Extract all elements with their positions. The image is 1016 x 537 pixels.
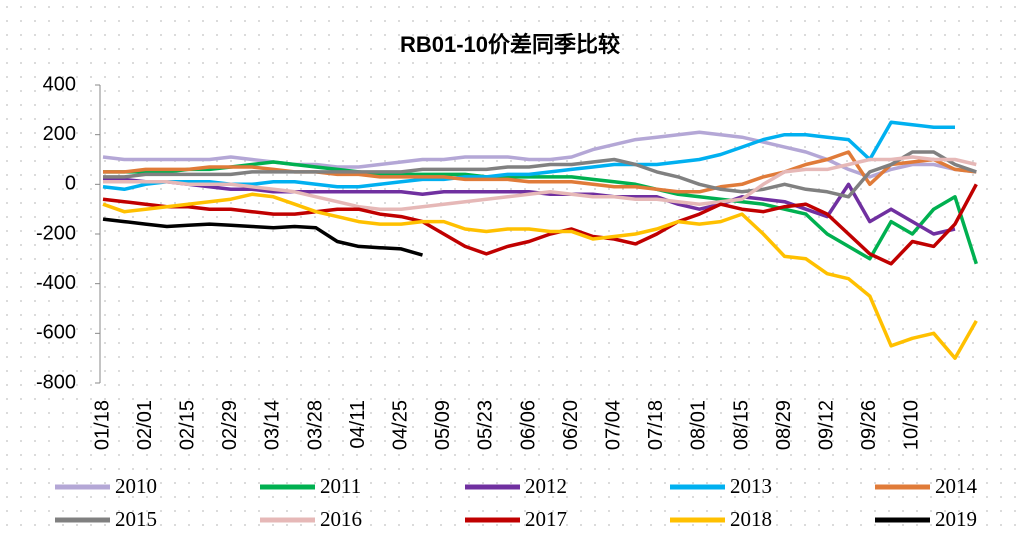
x-tick-label: 05/09 [432, 400, 454, 450]
legend-label: 2017 [525, 507, 567, 531]
x-tick-label: 04/11 [347, 400, 369, 449]
x-tick-label: 03/14 [262, 400, 284, 450]
x-tick-label: 02/29 [219, 400, 241, 450]
y-tick-label: -800 [36, 371, 76, 393]
x-tick-label: 10/10 [901, 400, 923, 450]
x-tick-label: 06/20 [560, 400, 582, 450]
x-tick-label: 09/12 [815, 400, 837, 450]
x-tick-label: 07/18 [645, 400, 667, 450]
series-line [103, 155, 977, 211]
legend-label: 2019 [935, 507, 977, 531]
series-line [102, 217, 423, 257]
series-line [103, 150, 977, 199]
y-tick-label: -200 [36, 222, 76, 244]
x-tick-label: 06/06 [517, 400, 539, 450]
y-tick-label: -600 [36, 322, 76, 344]
x-tick-label: 09/26 [858, 400, 880, 450]
x-tick-label: 05/23 [475, 400, 497, 450]
x-tick-label: 08/29 [773, 400, 795, 450]
y-tick-label: 200 [43, 123, 76, 145]
legend-label: 2010 [115, 474, 157, 498]
series-line [102, 183, 978, 266]
series-line [102, 192, 978, 360]
y-tick-label: -400 [36, 272, 76, 294]
legend-label: 2015 [115, 507, 157, 531]
x-tick-label: 08/15 [730, 400, 752, 450]
x-tick-label: 08/01 [688, 400, 710, 450]
legend-label: 2013 [730, 474, 772, 498]
x-tick-label: 04/25 [389, 400, 411, 450]
x-tick-label: 07/04 [602, 400, 624, 450]
legend-label: 2011 [320, 474, 361, 498]
chart-title: RB01-10价差同季比较 [400, 32, 620, 57]
series-line [102, 130, 977, 179]
x-tick-label: 02/15 [176, 400, 198, 450]
legend-label: 2012 [525, 474, 567, 498]
y-tick-label: 0 [65, 173, 76, 195]
y-tick-label: 400 [43, 73, 76, 95]
series-line [103, 177, 956, 236]
x-tick-label: 02/01 [134, 400, 156, 450]
legend-label: 2014 [935, 474, 978, 498]
legend-label: 2018 [730, 507, 772, 531]
series-line [103, 160, 978, 265]
x-tick-label: 03/28 [304, 400, 326, 450]
legend-label: 2016 [320, 507, 362, 531]
x-tick-label: 01/18 [91, 400, 113, 450]
series-line [103, 150, 977, 194]
